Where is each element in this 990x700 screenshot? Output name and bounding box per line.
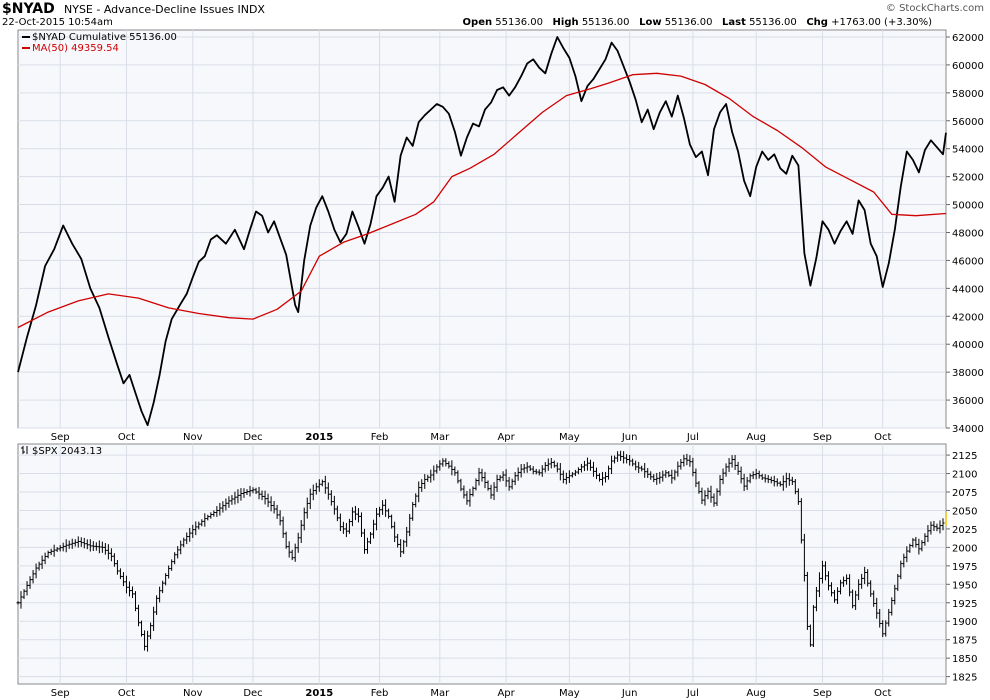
nyad-x-tick-label: Dec [243, 432, 262, 443]
nyad-y-tick-label: 34000 [952, 424, 984, 435]
nyad-x-tick-label: Oct [874, 432, 891, 443]
high-value: 55136.00 [581, 17, 630, 28]
spx-y-tick-label: 1875 [952, 636, 977, 647]
nyad-y-tick-label: 60000 [952, 61, 984, 72]
nyad-y-tick-label: 46000 [952, 256, 984, 267]
spx-panel: 1825 1850 1875 1900 1925 1950 1975 2000 2025 2050… [16, 443, 977, 699]
spx-legend-text: $SPX 2043.13 [32, 446, 102, 457]
symbol-description: NYSE - Advance-Decline Issues INDX [64, 3, 265, 16]
spx-x-tick-label: Sep [51, 688, 70, 699]
spx-y-tick-label: 1900 [952, 617, 977, 628]
nyad-x-tick-label: Jun [621, 432, 638, 443]
open-label: Open [462, 17, 493, 28]
nyad-x-tick-label: Nov [183, 432, 203, 443]
spx-x-tick-label: Mar [430, 688, 450, 699]
nyad-y-tick-label: 58000 [952, 89, 984, 100]
nyad-x-tick-label: Sep [813, 432, 832, 443]
nyad-x-tick-label: Feb [371, 432, 389, 443]
spx-y-tick-label: 2100 [952, 470, 977, 481]
last-value: 55136.00 [749, 17, 797, 28]
spx-x-tick-label: Jul [686, 688, 699, 699]
nyad-legend-text: $NYAD Cumulative 55136.00 [32, 32, 177, 43]
spx-y-tick-label: 2050 [952, 506, 977, 517]
nyad-y-tick-label: 44000 [952, 284, 984, 295]
high-label: High [552, 17, 579, 28]
spx-x-tick-label: Nov [183, 688, 203, 699]
nyad-y-tick-label: 42000 [952, 312, 984, 323]
spx-y-tick-label: 1925 [952, 599, 977, 610]
nyad-x-tick-label: Sep [51, 432, 70, 443]
spx-y-tick-label: 2125 [952, 451, 977, 462]
chg-label: Chg [806, 17, 828, 28]
spx-y-tick-label: 2075 [952, 488, 977, 499]
nyad-x-tick-label: 2015 [305, 432, 333, 443]
nyad-y-tick-label: 56000 [952, 117, 984, 128]
spx-x-tick-label: 2015 [305, 688, 333, 699]
nyad-x-tick-label: Oct [118, 432, 135, 443]
nyad-legend-text: MA(50) 49359.54 [32, 43, 119, 54]
open-value: 55136.00 [495, 17, 543, 28]
spx-y-tick-label: 1950 [952, 580, 977, 591]
last-label: Last [722, 17, 746, 28]
nyad-plot-frame [17, 29, 947, 429]
nyad-x-tick-label: Apr [497, 432, 515, 443]
spx-y-tick-label: 2025 [952, 525, 977, 536]
spx-y-tick-label: 2000 [952, 543, 977, 554]
spx-plot-frame [17, 443, 947, 685]
spx-x-tick-label: Aug [746, 688, 766, 699]
spx-y-tick-label: 1825 [952, 673, 977, 684]
spx-x-tick-label: May [559, 688, 580, 699]
low-value: 55136.00 [664, 17, 713, 28]
nyad-y-tick-label: 38000 [952, 368, 984, 379]
spx-x-tick-label: Sep [813, 688, 832, 699]
spx-x-tick-label: Jun [621, 688, 638, 699]
nyad-x-tick-label: May [559, 432, 580, 443]
nyad-y-tick-label: 36000 [952, 396, 984, 407]
nyad-x-tick-label: Mar [430, 432, 450, 443]
spx-x-tick-label: Oct [118, 688, 135, 699]
ohlc-readout: Open 55136.00 High 55136.00 Low 55136.00… [463, 17, 932, 28]
spx-x-tick-label: Dec [243, 688, 262, 699]
spx-x-tick-label: Oct [874, 688, 891, 699]
chart-header: $NYAD NYSE - Advance-Decline Issues INDX… [0, 0, 990, 30]
spx-y-tick-label: 1850 [952, 654, 977, 665]
low-label: Low [639, 17, 662, 28]
nyad-x-tick-label: Jul [686, 432, 699, 443]
spx-x-tick-label: Feb [371, 688, 389, 699]
symbol-title: $NYAD [2, 1, 55, 17]
nyad-panel: 34000 36000 38000 40000 42000 44000 46000 48000… [17, 29, 984, 443]
stockcharts-watermark: © StockCharts.com [885, 3, 984, 14]
chg-value: +1763.00 (+3.30%) [831, 17, 932, 28]
nyad-y-tick-label: 54000 [952, 145, 984, 156]
nyad-y-tick-label: 62000 [952, 33, 984, 44]
ma50-line [17, 72, 947, 329]
spx-y-tick-label: 1975 [952, 562, 977, 573]
spx-legend-icon [21, 446, 28, 454]
spx-x-tick-label: Apr [497, 688, 515, 699]
nyad-y-tick-label: 52000 [952, 173, 984, 184]
timestamp: 22-Oct-2015 10:54am [2, 17, 113, 28]
nyad-cumulative-line [17, 36, 947, 427]
nyad-y-tick-label: 48000 [952, 228, 984, 239]
nyad-y-tick-label: 50000 [952, 201, 984, 212]
nyad-y-tick-label: 40000 [952, 340, 984, 351]
nyad-x-tick-label: Aug [746, 432, 766, 443]
